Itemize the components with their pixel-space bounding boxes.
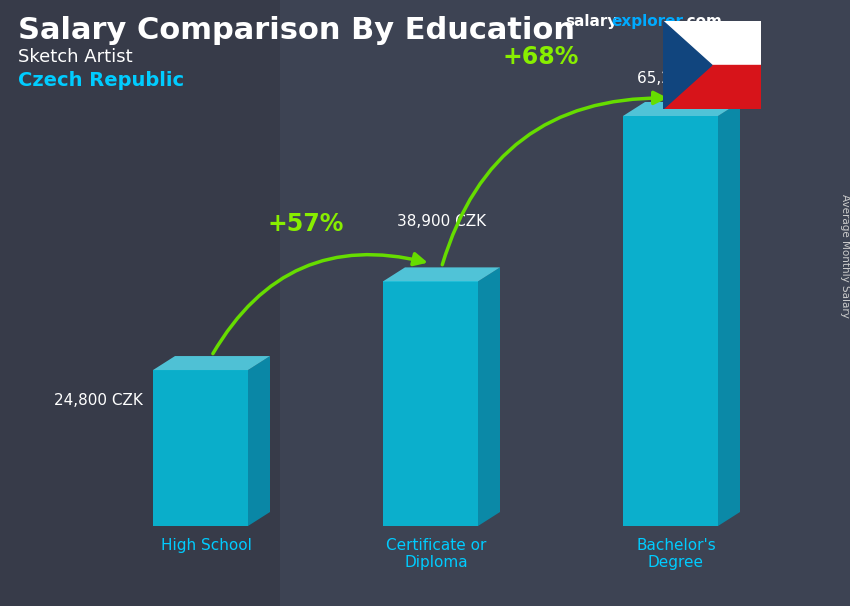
Text: Sketch Artist: Sketch Artist <box>18 48 133 66</box>
Text: Bachelor's
Degree: Bachelor's Degree <box>636 538 716 570</box>
Text: +68%: +68% <box>503 45 579 68</box>
Text: High School: High School <box>161 538 252 553</box>
Text: Czech Republic: Czech Republic <box>18 71 184 90</box>
Polygon shape <box>153 356 270 370</box>
Bar <box>0 0 280 606</box>
Text: explorer: explorer <box>611 14 683 29</box>
Text: 24,800 CZK: 24,800 CZK <box>54 393 143 408</box>
Text: 65,200 CZK: 65,200 CZK <box>637 71 726 86</box>
Polygon shape <box>663 21 711 109</box>
Polygon shape <box>623 102 740 116</box>
Bar <box>663 65 761 109</box>
Text: Salary Comparison By Education: Salary Comparison By Education <box>18 16 575 45</box>
Polygon shape <box>383 281 478 526</box>
Text: 38,900 CZK: 38,900 CZK <box>397 215 486 230</box>
Text: salary: salary <box>565 14 617 29</box>
Text: Average Monthly Salary: Average Monthly Salary <box>840 194 850 318</box>
Text: +57%: +57% <box>268 212 344 236</box>
Polygon shape <box>248 356 270 526</box>
Polygon shape <box>383 267 500 281</box>
Polygon shape <box>153 370 248 526</box>
Polygon shape <box>478 267 500 526</box>
Text: Certificate or
Diploma: Certificate or Diploma <box>386 538 486 570</box>
Text: .com: .com <box>682 14 722 29</box>
Polygon shape <box>718 102 740 526</box>
Polygon shape <box>623 116 718 526</box>
Bar <box>663 21 761 65</box>
